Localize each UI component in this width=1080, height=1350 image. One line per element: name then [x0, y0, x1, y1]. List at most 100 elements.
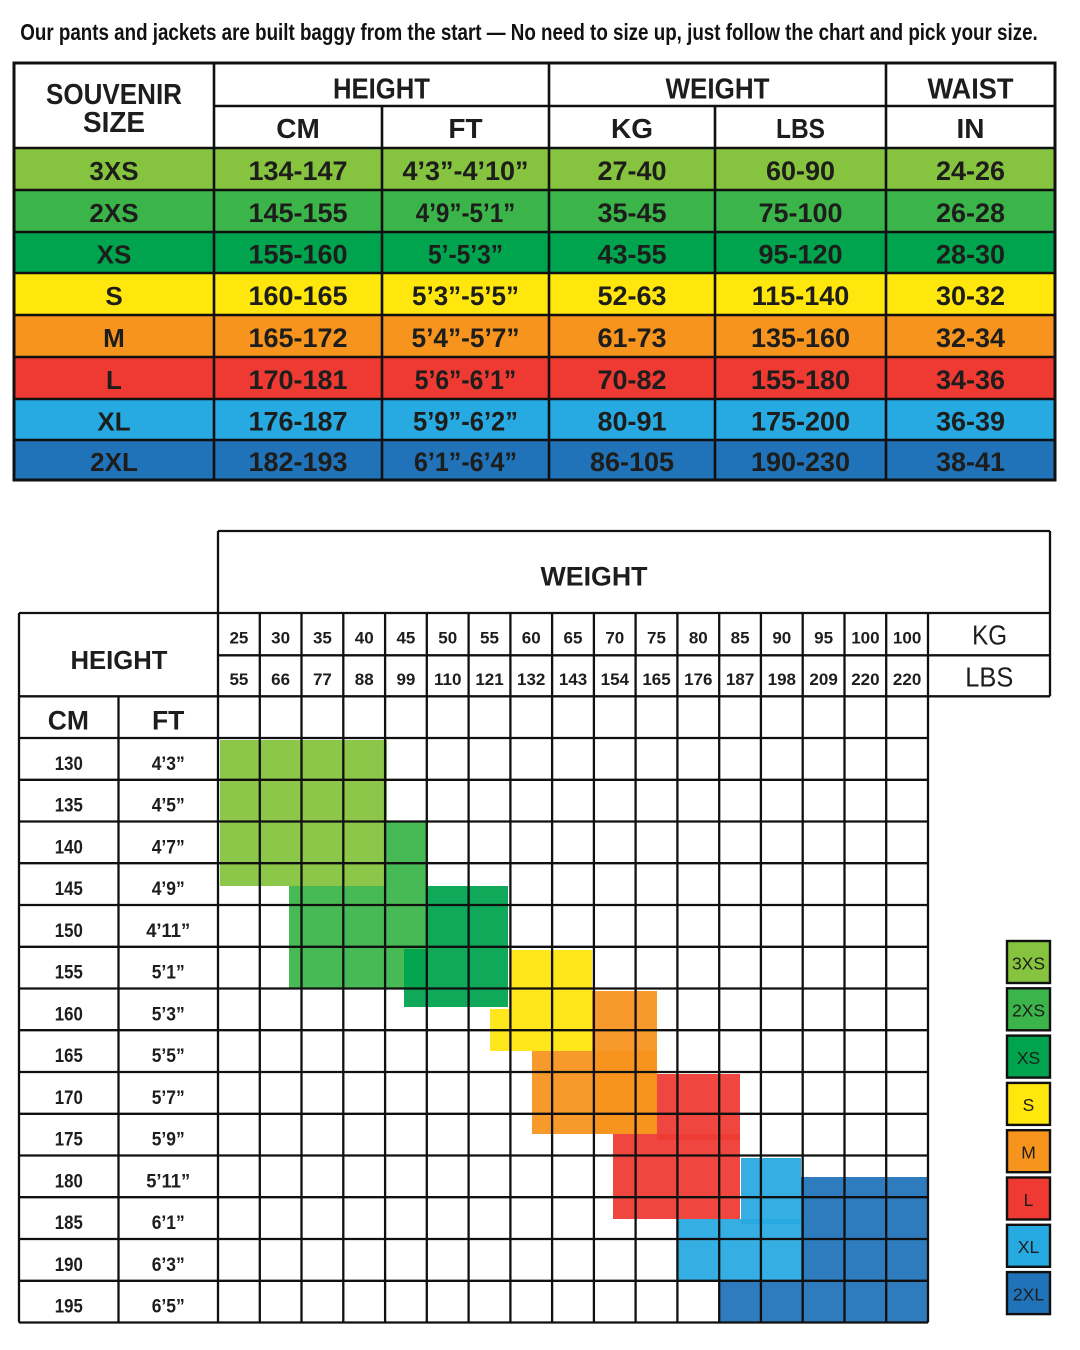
svg-text:L: L [1024, 1190, 1034, 1210]
svg-text:26-28: 26-28 [936, 198, 1005, 228]
svg-text:32-34: 32-34 [936, 323, 1005, 353]
svg-text:4’7”: 4’7” [152, 837, 185, 858]
svg-text:187: 187 [726, 670, 754, 689]
svg-text:5’9”-6’2”: 5’9”-6’2” [413, 407, 518, 437]
svg-text:140: 140 [55, 837, 83, 858]
svg-text:90: 90 [772, 629, 791, 648]
svg-text:LBS: LBS [776, 113, 825, 144]
svg-text:165: 165 [55, 1046, 83, 1067]
svg-text:209: 209 [809, 670, 837, 689]
svg-text:6’3”: 6’3” [152, 1255, 185, 1276]
svg-text:165-172: 165-172 [248, 323, 347, 353]
svg-text:4’5”: 4’5” [152, 796, 185, 817]
svg-text:61-73: 61-73 [597, 323, 666, 353]
svg-text:5’3”-5’5”: 5’3”-5’5” [412, 281, 519, 311]
svg-text:145: 145 [55, 879, 83, 900]
svg-text:40: 40 [355, 629, 374, 648]
svg-text:2XS: 2XS [89, 198, 138, 228]
svg-text:L: L [106, 365, 122, 395]
svg-text:5’4”-5’7”: 5’4”-5’7” [412, 323, 520, 353]
svg-text:6’5”: 6’5” [152, 1297, 185, 1318]
svg-text:24-26: 24-26 [936, 156, 1005, 186]
svg-text:36-39: 36-39 [936, 407, 1005, 437]
svg-text:34-36: 34-36 [936, 365, 1005, 395]
svg-text:SOUVENIR: SOUVENIR [46, 79, 182, 111]
svg-text:4’11”: 4’11” [146, 921, 190, 942]
svg-text:160: 160 [55, 1004, 83, 1025]
svg-text:175: 175 [55, 1130, 83, 1151]
svg-text:95: 95 [814, 629, 833, 648]
svg-text:5’1”: 5’1” [152, 963, 185, 984]
svg-text:134-147: 134-147 [248, 156, 347, 186]
svg-text:5’6”-6’1”: 5’6”-6’1” [415, 365, 517, 395]
svg-text:155-160: 155-160 [248, 240, 347, 270]
svg-text:5’7”: 5’7” [152, 1088, 185, 1109]
svg-text:4’3”: 4’3” [152, 754, 185, 775]
svg-text:190-230: 190-230 [751, 447, 850, 477]
svg-text:2XS: 2XS [1012, 1001, 1045, 1021]
svg-text:198: 198 [768, 670, 796, 689]
svg-text:5’-5’3”: 5’-5’3” [428, 240, 503, 270]
svg-text:121: 121 [475, 670, 503, 689]
svg-text:60-90: 60-90 [766, 156, 835, 186]
svg-text:XS: XS [1017, 1048, 1040, 1068]
svg-text:6’1”-6’4”: 6’1”-6’4” [414, 447, 517, 477]
svg-text:5’11”: 5’11” [146, 1171, 190, 1192]
svg-text:WAIST: WAIST [928, 74, 1014, 106]
svg-text:SIZE: SIZE [83, 107, 145, 139]
svg-text:70: 70 [605, 629, 624, 648]
svg-text:155-180: 155-180 [751, 365, 850, 395]
svg-text:55: 55 [480, 629, 499, 648]
svg-text:86-105: 86-105 [590, 447, 674, 477]
svg-text:80: 80 [689, 629, 708, 648]
svg-text:77: 77 [313, 670, 332, 689]
svg-text:88: 88 [355, 670, 374, 689]
svg-text:130: 130 [55, 754, 83, 775]
svg-text:70-82: 70-82 [597, 365, 666, 395]
svg-text:HEIGHT: HEIGHT [71, 647, 168, 675]
svg-text:185: 185 [55, 1213, 83, 1234]
svg-text:99: 99 [396, 670, 415, 689]
svg-text:35: 35 [313, 629, 332, 648]
svg-text:220: 220 [893, 670, 921, 689]
svg-text:220: 220 [851, 670, 879, 689]
svg-text:176: 176 [684, 670, 712, 689]
svg-text:6’1”: 6’1” [152, 1213, 185, 1234]
svg-text:110: 110 [434, 670, 461, 689]
svg-text:85: 85 [731, 629, 750, 648]
svg-text:180: 180 [55, 1171, 83, 1192]
svg-text:27-40: 27-40 [597, 156, 666, 186]
svg-text:4’3”-4’10”: 4’3”-4’10” [403, 156, 529, 186]
svg-text:143: 143 [559, 670, 587, 689]
svg-text:28-30: 28-30 [936, 240, 1005, 270]
svg-text:CM: CM [276, 113, 320, 144]
svg-text:155: 155 [55, 963, 83, 984]
svg-text:5’5”: 5’5” [152, 1046, 185, 1067]
svg-text:XL: XL [97, 407, 130, 437]
svg-text:WEIGHT: WEIGHT [541, 562, 648, 592]
svg-text:195: 195 [55, 1297, 83, 1318]
svg-text:182-193: 182-193 [248, 447, 347, 477]
svg-text:55: 55 [229, 670, 248, 689]
svg-text:WEIGHT: WEIGHT [666, 74, 770, 106]
svg-text:132: 132 [517, 670, 545, 689]
svg-text:38-41: 38-41 [936, 447, 1005, 477]
svg-text:95-120: 95-120 [758, 240, 842, 270]
svg-text:30-32: 30-32 [936, 281, 1005, 311]
svg-text:52-63: 52-63 [597, 281, 666, 311]
svg-text:170: 170 [55, 1088, 83, 1109]
svg-text:65: 65 [564, 629, 583, 648]
svg-text:135-160: 135-160 [751, 323, 850, 353]
svg-text:75-100: 75-100 [758, 198, 842, 228]
svg-text:KG: KG [611, 113, 653, 144]
svg-text:170-181: 170-181 [248, 365, 347, 395]
svg-text:HEIGHT: HEIGHT [333, 74, 430, 106]
svg-text:3XS: 3XS [1012, 953, 1045, 973]
svg-text:160-165: 160-165 [248, 281, 347, 311]
svg-text:2XL: 2XL [90, 447, 138, 477]
svg-text:30: 30 [271, 629, 290, 648]
svg-text:190: 190 [55, 1255, 83, 1276]
svg-text:60: 60 [522, 629, 541, 648]
svg-text:S: S [105, 281, 122, 311]
svg-text:35-45: 35-45 [597, 198, 666, 228]
